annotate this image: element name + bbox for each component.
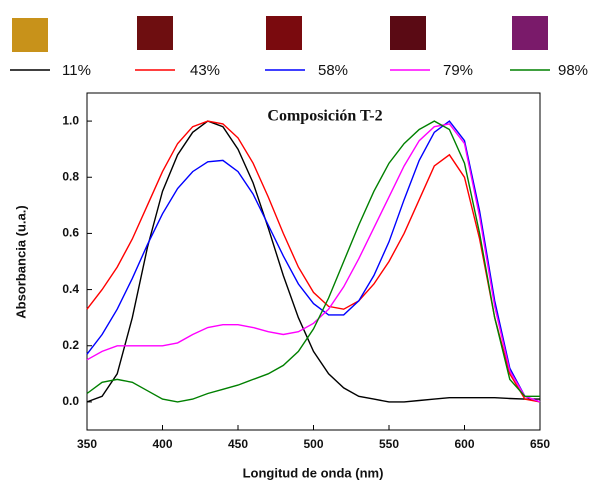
series-line bbox=[86, 120, 541, 403]
x-tick-label: 500 bbox=[303, 437, 323, 451]
swatch bbox=[266, 16, 302, 50]
legend-label: 58% bbox=[318, 62, 348, 79]
x-tick-label: 400 bbox=[152, 437, 172, 451]
swatch bbox=[12, 18, 48, 52]
x-tick-label: 350 bbox=[77, 437, 97, 451]
chart-title: Composición T-2 bbox=[267, 108, 382, 125]
y-tick-label: 0.2 bbox=[62, 338, 79, 352]
series-line bbox=[86, 123, 541, 403]
x-axis-label: Longitud de onda (nm) bbox=[243, 465, 384, 480]
y-tick-label: 1.0 bbox=[62, 113, 79, 127]
y-tick-label: 0.8 bbox=[62, 169, 79, 183]
legend-label: 98% bbox=[558, 62, 588, 79]
series-line bbox=[86, 120, 540, 403]
legend-label: 43% bbox=[190, 62, 220, 79]
swatch bbox=[512, 16, 548, 50]
y-tick-label: 0.6 bbox=[62, 226, 79, 240]
x-tick-label: 450 bbox=[228, 437, 248, 451]
series-line bbox=[86, 120, 540, 403]
y-tick-label: 0.0 bbox=[62, 394, 79, 408]
legend-label: 11% bbox=[62, 62, 91, 79]
y-axis-label: Absorbancia (u.a.) bbox=[13, 205, 28, 318]
swatch bbox=[137, 16, 173, 50]
series-line bbox=[86, 120, 541, 403]
x-tick-label: 650 bbox=[530, 437, 550, 451]
legend-label: 79% bbox=[443, 62, 473, 79]
x-tick-label: 550 bbox=[379, 437, 399, 451]
y-tick-label: 0.4 bbox=[62, 282, 79, 296]
plot-frame bbox=[86, 92, 541, 431]
x-tick-label: 600 bbox=[454, 437, 474, 451]
sample-swatches bbox=[12, 16, 548, 52]
swatch bbox=[390, 16, 426, 50]
